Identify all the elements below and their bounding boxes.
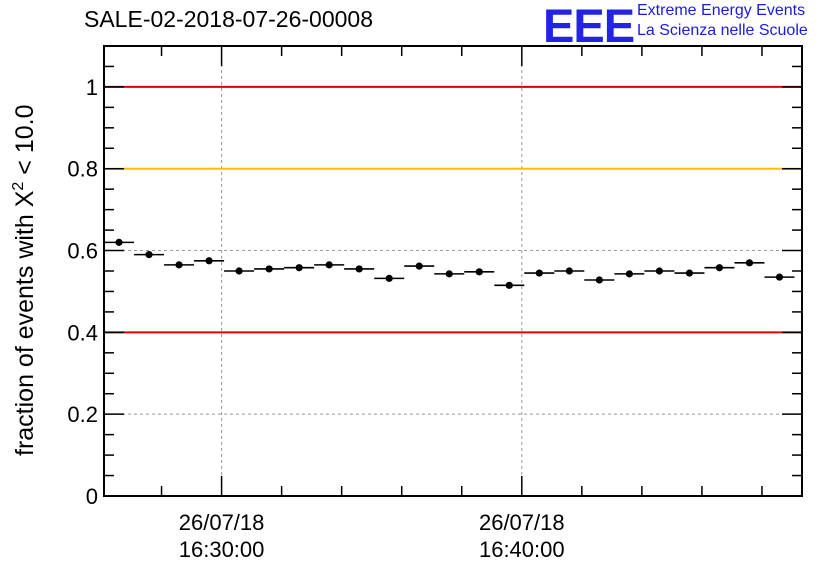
data-points: [104, 238, 795, 289]
data-point: [505, 281, 513, 289]
data-point: [655, 267, 663, 275]
data-point: [145, 251, 153, 259]
logo-line-1: Extreme Energy Events: [637, 2, 806, 19]
chart-title: SALE-02-2018-07-26-00008: [84, 6, 373, 32]
data-point: [715, 264, 724, 272]
data-point: [685, 269, 694, 277]
data-point: [595, 276, 603, 284]
y-tick-label: 0.8: [67, 157, 98, 182]
plot-frame: [103, 45, 803, 497]
reference-lines: [104, 85, 802, 334]
data-point: [355, 265, 363, 273]
x-tick-time-label: 16:30:00: [179, 537, 265, 562]
y-tick-label: 0.4: [67, 320, 98, 345]
data-point: [175, 261, 183, 269]
x-tick-date-label: 26/07/18: [179, 510, 265, 535]
data-point: [745, 259, 754, 267]
y-tick-label: 0.6: [67, 239, 98, 264]
data-point: [415, 262, 423, 270]
data-point: [325, 261, 333, 269]
data-point: [115, 238, 123, 246]
y-axis-label: fraction of events with X2 < 10.0: [10, 105, 39, 456]
x-tick-date-label: 26/07/18: [479, 510, 565, 535]
data-point: [535, 269, 543, 277]
eee-logo: EEE Extreme Energy Events La Scienza nel…: [543, 0, 833, 52]
data-point: [265, 265, 273, 273]
y-axis-label-symbol: X: [11, 190, 39, 207]
logo-line-2: La Scienza nelle Scuole: [637, 22, 808, 39]
data-point: [295, 264, 303, 272]
data-point: [235, 267, 243, 275]
y-tick-label: 0.2: [67, 402, 98, 427]
y-axis-label-suffix: < 10.0: [11, 105, 39, 182]
axis-ticks: [104, 46, 802, 497]
y-tick-labels: 0 0.2 0.4 0.6 0.8 1: [67, 75, 98, 509]
grid-lines: [104, 46, 802, 496]
data-point: [385, 274, 393, 282]
data-point: [565, 267, 573, 275]
data-point: [475, 268, 483, 276]
y-axis-label-exp: 2: [10, 182, 27, 191]
data-point: [205, 257, 213, 265]
data-point: [445, 270, 453, 278]
eee-logo-mark: EEE: [543, 0, 635, 52]
y-axis-label-prefix: fraction of events with: [11, 207, 39, 456]
y-tick-label: 0: [86, 484, 98, 509]
data-point: [625, 270, 633, 278]
y-tick-label: 1: [86, 75, 98, 100]
data-point: [775, 273, 784, 281]
x-tick-time-label: 16:40:00: [479, 537, 565, 562]
